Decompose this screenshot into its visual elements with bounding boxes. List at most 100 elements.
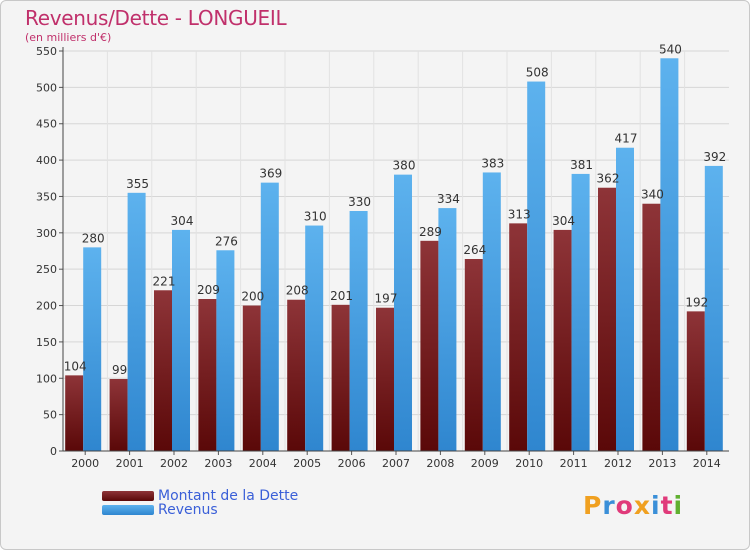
y-tick-label: 300 (36, 227, 57, 240)
bar-dette (642, 203, 661, 451)
x-tick-label: 2011 (560, 457, 588, 470)
bar-dette (464, 259, 483, 451)
y-tick-label: 50 (43, 409, 57, 422)
bar-revenus (527, 81, 546, 451)
legend-label-dette: Montant de la Dette (158, 488, 299, 504)
data-label-revenus: 392 (703, 150, 726, 164)
bar-dette (198, 299, 217, 451)
bar-dette (553, 229, 572, 451)
bar-revenus (616, 147, 634, 451)
bar-revenus (216, 250, 235, 451)
bar-dette (509, 223, 528, 451)
x-tick-label: 2005 (293, 457, 321, 470)
data-label-revenus: 276 (215, 234, 238, 248)
data-label-dette: 200 (241, 290, 264, 304)
data-label-dette: 104 (64, 359, 87, 373)
data-label-revenus: 310 (304, 210, 327, 224)
logo-letter: i (651, 491, 661, 520)
y-tick-label: 150 (36, 336, 57, 349)
bar-revenus (704, 165, 723, 451)
y-tick-label: 200 (36, 300, 57, 313)
bar-dette (242, 305, 261, 451)
bar-dette (65, 375, 84, 451)
data-label-revenus: 508 (526, 66, 549, 80)
bar-revenus (571, 173, 590, 451)
legend-item-dette: Montant de la Dette (102, 489, 298, 503)
legend-swatch-revenus (102, 505, 154, 515)
bar-dette (598, 187, 616, 451)
chart-subtitle: (en milliers d'€) (25, 31, 112, 44)
y-tick-label: 100 (36, 372, 57, 385)
data-label-revenus: 280 (82, 231, 105, 245)
data-label-dette: 221 (153, 274, 176, 288)
y-tick-label: 500 (36, 81, 57, 94)
x-tick-label: 2014 (693, 457, 721, 470)
y-tick-label: 250 (36, 263, 57, 276)
data-label-revenus: 380 (393, 159, 416, 173)
bar-revenus (83, 247, 102, 451)
data-label-dette: 192 (685, 295, 708, 309)
data-label-revenus: 417 (615, 132, 638, 146)
bars (65, 58, 723, 452)
bar-dette (686, 311, 705, 451)
x-tick-label: 2013 (648, 457, 676, 470)
bar-revenus (482, 172, 501, 452)
data-label-dette: 289 (419, 225, 442, 239)
data-label-revenus: 330 (348, 195, 371, 209)
y-tick-label: 0 (50, 445, 57, 458)
x-tick-label: 2006 (338, 457, 366, 470)
x-tick-label: 2000 (71, 457, 99, 470)
data-label-revenus: 383 (481, 156, 504, 170)
axes: 0 50 100 150 200 250 300 350 400 450 500 550 2000 200… (36, 45, 729, 470)
bar-revenus (438, 208, 457, 451)
data-label-revenus: 540 (659, 42, 682, 56)
bar-dette (109, 379, 128, 451)
bar-dette (154, 290, 172, 451)
data-label-dette: 340 (641, 188, 664, 202)
data-label-revenus: 334 (437, 192, 460, 206)
data-labels: 104 280 99 355 221 304 209 276 200 369 208 310 201 33… (64, 42, 727, 377)
logo-letter: t (660, 491, 674, 520)
x-tick-label: 2004 (249, 457, 277, 470)
data-label-revenus: 355 (126, 177, 149, 191)
bar-revenus (260, 182, 279, 452)
y-tick-label: 550 (36, 45, 57, 58)
bar-revenus (660, 58, 679, 451)
x-tick-label: 2002 (160, 457, 188, 470)
legend-item-revenus: Revenus (102, 503, 218, 517)
data-label-dette: 197 (375, 292, 398, 306)
data-label-revenus: 304 (171, 214, 194, 228)
logo-letter: i (673, 491, 684, 520)
data-label-dette: 264 (463, 243, 486, 257)
x-tick-label: 2008 (426, 457, 454, 470)
bar-dette (287, 299, 306, 451)
data-label-dette: 201 (330, 289, 353, 303)
x-tick-label: 2007 (382, 457, 410, 470)
proxiti-logo: Proxiti (583, 491, 683, 520)
logo-letter: x (633, 491, 651, 520)
x-tick-label: 2003 (204, 457, 232, 470)
data-label-dette: 304 (552, 214, 575, 228)
y-tick-label: 350 (36, 190, 57, 203)
x-tick-label: 2009 (471, 457, 499, 470)
chart-title: Revenus/Dette - LONGUEIL (25, 6, 287, 30)
y-tick-label: 450 (36, 118, 57, 131)
bar-revenus (172, 229, 190, 451)
bar-revenus (349, 211, 368, 451)
bar-revenus (394, 174, 412, 452)
logo-letter: o (615, 491, 634, 520)
bar-revenus (305, 225, 324, 451)
x-tick-label: 2001 (116, 457, 144, 470)
bar-dette (376, 307, 394, 451)
legend-swatch-dette (102, 491, 154, 501)
bar-revenus (127, 192, 146, 451)
bar-dette (420, 240, 439, 451)
data-label-revenus: 381 (570, 158, 593, 172)
x-tick-label: 2012 (604, 457, 632, 470)
data-label-dette: 208 (286, 284, 309, 298)
y-tick-label: 400 (36, 154, 57, 167)
logo-letter: r (602, 491, 616, 520)
data-label-dette: 99 (112, 363, 127, 377)
